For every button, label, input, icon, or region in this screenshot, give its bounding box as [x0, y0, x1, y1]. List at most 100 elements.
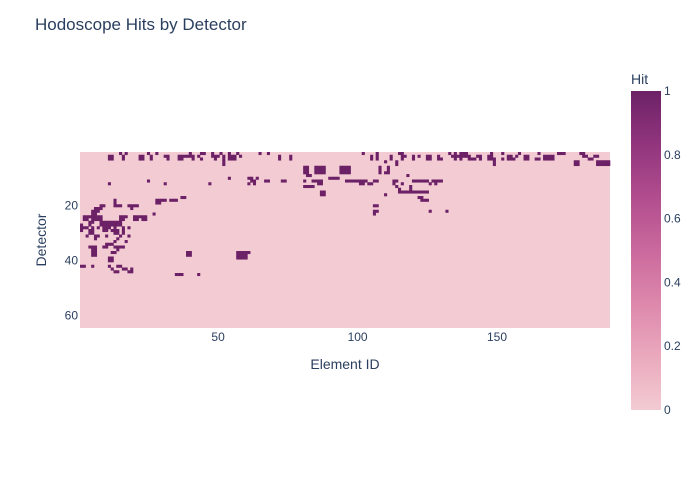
heatmap-cell	[361, 179, 365, 183]
heatmap-cell	[155, 152, 159, 156]
heatmap-cell	[576, 160, 580, 164]
heatmap-cell	[124, 267, 128, 271]
heatmap-background	[80, 152, 610, 328]
heatmap-cell	[370, 157, 374, 161]
heatmap-cell	[105, 242, 109, 246]
heatmap-cell	[110, 259, 114, 263]
heatmap-cell	[501, 152, 505, 156]
heatmap-cell	[467, 154, 471, 158]
heatmap-cell	[250, 179, 254, 183]
heatmap-cell	[247, 176, 251, 180]
heatmap-cell	[222, 163, 226, 167]
heatmap-cell	[91, 218, 95, 222]
heatmap-cell	[331, 176, 335, 180]
heatmap-cell	[420, 190, 424, 194]
heatmap-cell	[322, 193, 326, 197]
heatmap-cell	[345, 165, 349, 169]
y-tick-label: 40	[65, 254, 79, 268]
heatmap-cell	[319, 171, 323, 175]
heatmap-cell	[375, 157, 379, 161]
heatmap-cell	[222, 157, 226, 161]
heatmap-cell	[99, 218, 103, 222]
heatmap-cell	[258, 152, 262, 156]
heatmap-cell	[375, 209, 379, 213]
heatmap-cell	[85, 218, 89, 222]
heatmap-cell	[453, 157, 457, 161]
heatmap-cell	[562, 152, 566, 156]
heatmap-cell	[119, 152, 123, 156]
heatmap-cell	[548, 154, 552, 158]
heatmap-cell	[91, 212, 95, 216]
heatmap-cell	[375, 152, 379, 156]
heatmap-cell	[91, 253, 95, 257]
heatmap-cell	[135, 218, 139, 222]
heatmap-cell	[91, 215, 95, 219]
heatmap-cell	[121, 215, 125, 219]
heatmap-cell	[428, 154, 432, 158]
heatmap-cell	[573, 163, 577, 167]
heatmap-cell	[579, 152, 583, 156]
heatmap-cell	[91, 264, 95, 268]
heatmap-cell	[398, 152, 402, 156]
colorbar-ticks: 0 0.2 0.4 0.6 0.8 1	[664, 84, 681, 417]
y-tick-label: 20	[65, 199, 79, 213]
heatmap-cell	[141, 218, 145, 222]
heatmap-cell	[96, 209, 100, 213]
heatmap-cell	[400, 154, 404, 158]
heatmap-cell	[105, 226, 109, 230]
heatmap-cell	[241, 251, 245, 255]
y-axis-title: Detector	[33, 213, 49, 266]
heatmap-cell	[582, 154, 586, 158]
heatmap-cell	[96, 215, 100, 219]
heatmap-cell	[490, 154, 494, 158]
heatmap-cell	[88, 215, 92, 219]
colorbar	[631, 91, 661, 410]
heatmap-cell	[607, 163, 611, 167]
heatmap-cell	[93, 253, 98, 257]
heatmap-cell	[110, 251, 114, 255]
heatmap-cell	[601, 163, 605, 167]
heatmap-cell	[135, 204, 139, 208]
heatmap-cell	[236, 152, 240, 156]
heatmap-cell	[423, 190, 427, 194]
heatmap-cell	[188, 154, 192, 158]
heatmap-cell	[172, 198, 176, 202]
heatmap-cell	[149, 154, 153, 158]
heatmap-cell	[417, 190, 421, 194]
heatmap-cell	[473, 157, 477, 161]
heatmap-cell	[403, 154, 407, 158]
heatmap-cell	[208, 182, 212, 186]
heatmap-cell	[119, 215, 123, 219]
heatmap-cell	[110, 256, 114, 260]
heatmap-cell	[102, 223, 106, 227]
heatmap-cell	[216, 154, 220, 158]
heatmap-cell	[370, 182, 374, 186]
heatmap-cell	[573, 160, 577, 164]
heatmap-cell	[576, 163, 580, 167]
heatmap-cell	[127, 204, 131, 208]
y-tick-label: 60	[65, 309, 79, 323]
heatmap-cell	[99, 207, 103, 211]
heatmap-cell	[593, 154, 597, 158]
heatmap-cell	[453, 152, 457, 156]
heatmap-cell	[88, 220, 92, 224]
heatmap-cell	[113, 229, 117, 233]
heatmap-cell	[303, 179, 307, 183]
heatmap-cell	[113, 226, 117, 230]
heatmap-cell	[303, 168, 307, 172]
heatmap-cell	[347, 179, 351, 183]
heatmap-cell	[241, 253, 245, 257]
heatmap-cell	[107, 242, 111, 246]
heatmap-cell	[211, 154, 215, 158]
heatmap-cell	[448, 152, 452, 156]
heatmap-cell	[587, 157, 591, 161]
heatmap-cell	[347, 168, 351, 172]
heatmap-cell	[462, 154, 466, 158]
heatmap-cell	[82, 218, 86, 222]
heatmap-cell	[227, 154, 231, 158]
heatmap-cell	[88, 229, 92, 233]
heatmap-cell	[82, 264, 86, 268]
heatmap-cell	[456, 154, 460, 158]
heatmap-cell	[183, 154, 187, 158]
